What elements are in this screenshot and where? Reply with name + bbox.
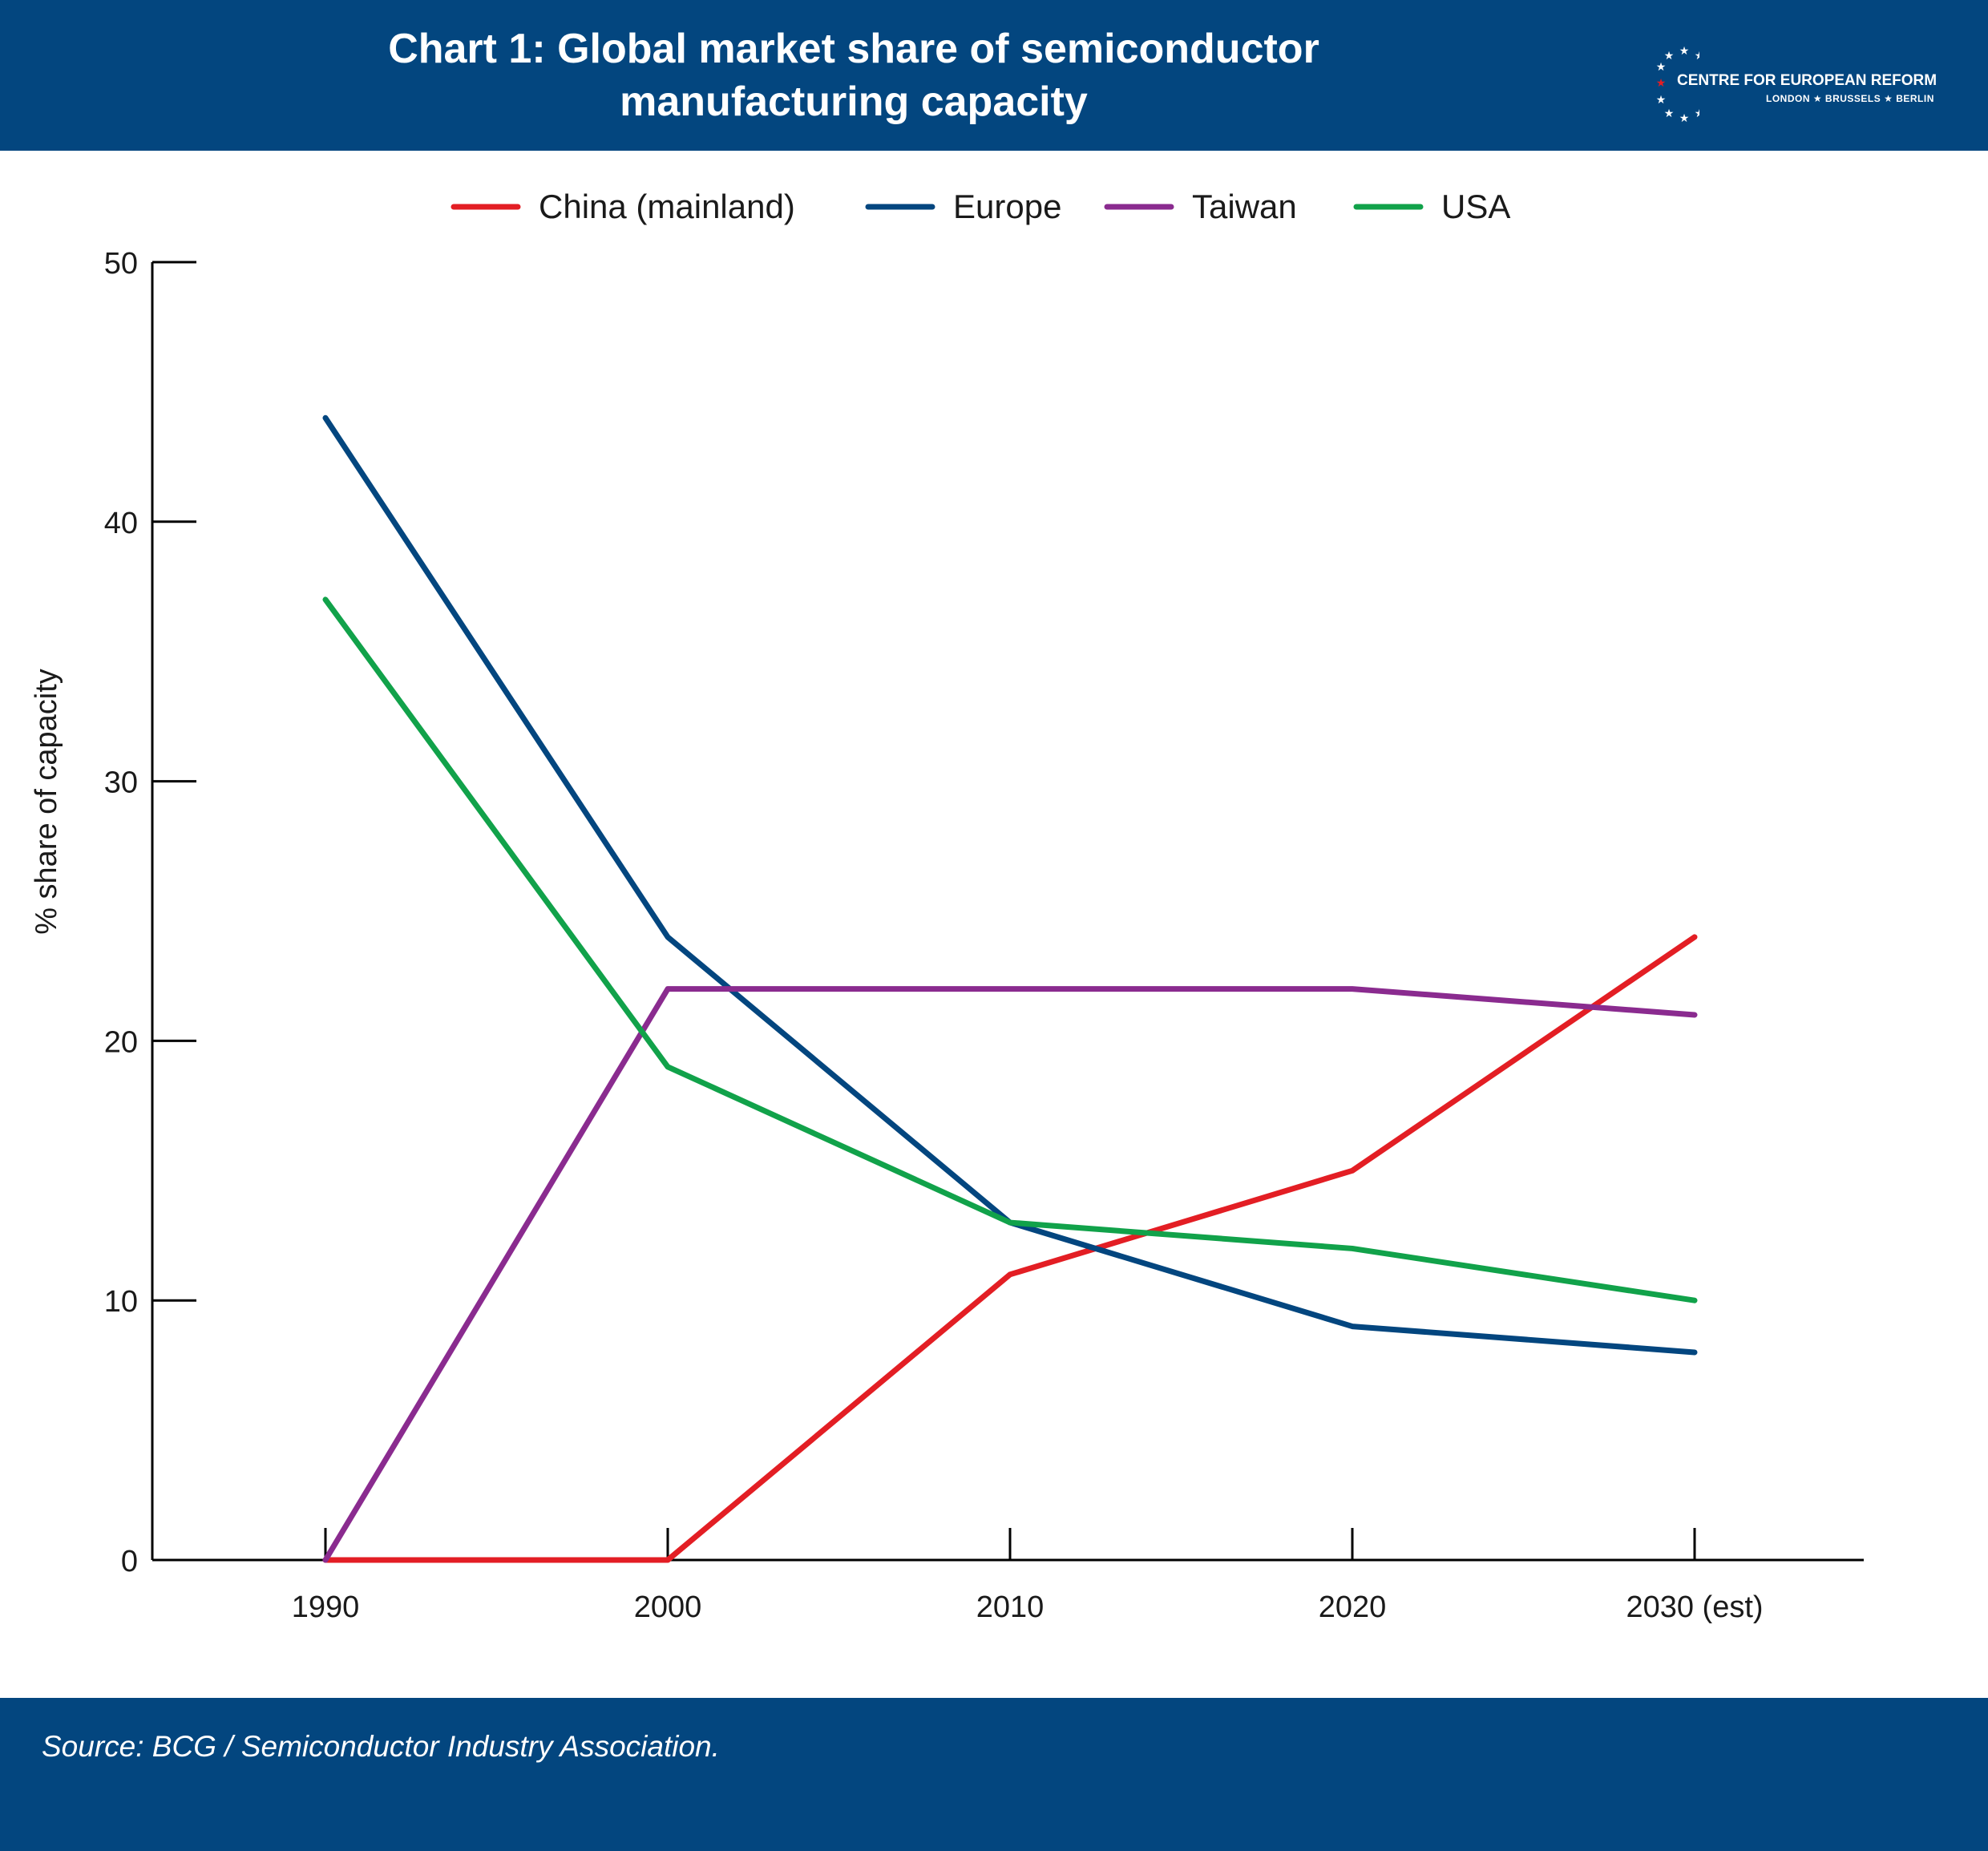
legend-label: China (mainland): [539, 188, 795, 225]
svg-text:★: ★: [1679, 44, 1690, 57]
x-tick-label: 1990: [292, 1590, 360, 1624]
y-tick-label: 50: [104, 247, 138, 281]
x-ticks: 1990 2000 2010 2020 2030 (est): [292, 1528, 1764, 1624]
star-circle-icon: ★ ★ ★ ★ ★ ★ ★ ★ ★: [1656, 44, 1699, 124]
legend: China (mainland) Europe Taiwan USA: [451, 188, 1510, 225]
y-tick-label: 20: [104, 1025, 138, 1059]
series-line-taiwan: [322, 986, 1698, 1563]
svg-text:★: ★: [1664, 107, 1675, 119]
x-tick-label: 2030 (est): [1626, 1590, 1763, 1624]
source-note: Source: BCG / Semiconductor Industry Ass…: [42, 1730, 720, 1763]
footer-banner: Source: BCG / Semiconductor Industry Ass…: [0, 1698, 1988, 1851]
svg-text:★: ★: [1695, 107, 1699, 119]
y-tick-label: 10: [104, 1285, 138, 1319]
svg-text:★: ★: [1656, 93, 1667, 106]
svg-text:★: ★: [1656, 60, 1667, 73]
svg-text:★: ★: [1656, 76, 1667, 89]
svg-text:★: ★: [1679, 111, 1690, 124]
x-tick-label: 2000: [634, 1590, 702, 1624]
line-chart: China (mainland) Europe Taiwan USA % share …: [30, 188, 1864, 1624]
logo-name: CENTRE FOR EUROPEAN REFORM: [1677, 72, 1937, 89]
series-line-usa: [322, 596, 1698, 1303]
y-tick-label: 40: [104, 507, 138, 540]
x-tick-label: 2010: [976, 1590, 1045, 1624]
logo-cities: LONDON ★ BRUSSELS ★ BERLIN: [1766, 93, 1934, 104]
y-ticks: 0 10 20 30 40 50: [104, 247, 196, 1578]
legend-label: Europe: [953, 188, 1061, 225]
chart-title: Chart 1: Global market share of semicond…: [388, 26, 1319, 125]
y-tick-label: 0: [121, 1545, 138, 1578]
legend-label: Taiwan: [1192, 188, 1297, 225]
x-tick-label: 2020: [1319, 1590, 1387, 1624]
series-line-china-mainland: [322, 934, 1698, 1563]
legend-label: USA: [1441, 188, 1510, 225]
svg-text:★: ★: [1695, 49, 1699, 62]
header-banner: Chart 1: Global market share of semicond…: [0, 0, 1988, 151]
y-axis-label: % share of capacity: [30, 669, 63, 935]
axes: % share of capacity: [30, 262, 1864, 1562]
series-lines: [322, 414, 1698, 1563]
svg-text:★: ★: [1664, 49, 1675, 62]
cer-logo: ★ ★ ★ ★ ★ ★ ★ ★ ★ CENTRE FOR EUROPEAN RE…: [1651, 40, 1972, 128]
y-tick-label: 30: [104, 766, 138, 800]
